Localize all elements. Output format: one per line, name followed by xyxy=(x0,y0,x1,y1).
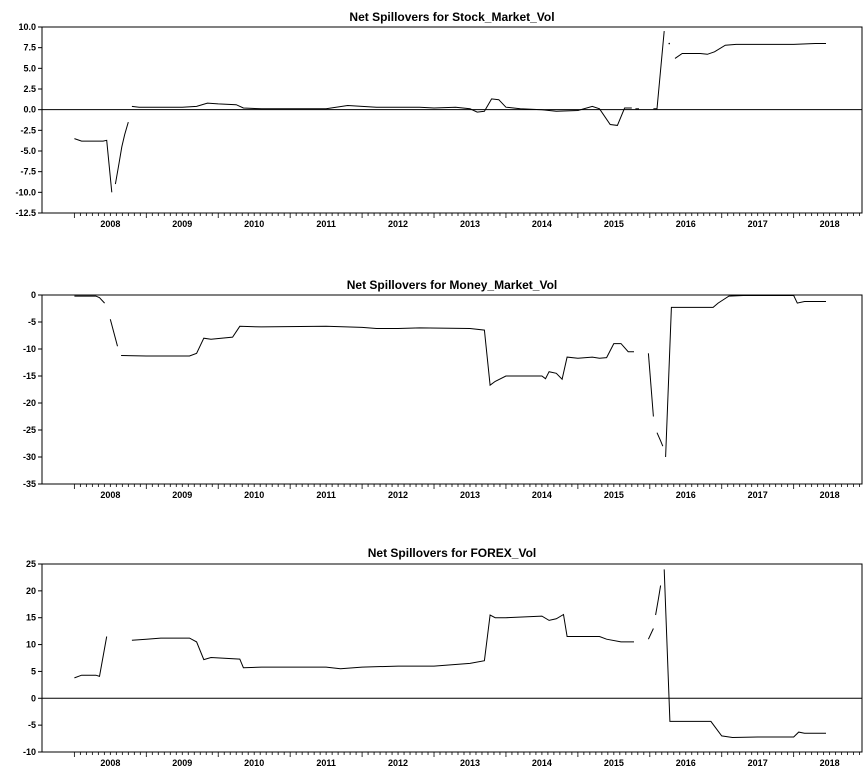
x-tick-label: 2018 xyxy=(820,490,840,500)
plot-frame xyxy=(41,26,863,214)
x-tick-label: 2014 xyxy=(532,758,552,768)
series-line-segment xyxy=(131,98,632,126)
y-tick-label: 5 xyxy=(31,666,36,676)
chart-panel-3: Net Spillovers for FOREX_Vol2520151050-5… xyxy=(23,546,863,768)
x-tick-label: 2013 xyxy=(460,490,480,500)
y-tick-label: -10 xyxy=(23,344,36,354)
y-tick-label: 0 xyxy=(31,693,36,703)
y-tick-label: 0 xyxy=(31,290,36,300)
x-tick-label: 2011 xyxy=(316,758,336,768)
x-tick-label: 2013 xyxy=(460,758,480,768)
y-tick-label: 5.0 xyxy=(23,63,36,73)
y-tick-label: -2.5 xyxy=(20,125,36,135)
series-line-segment xyxy=(647,353,654,417)
x-tick-label: 2015 xyxy=(604,490,624,500)
chart-title: Net Spillovers for Money_Market_Vol xyxy=(347,278,558,292)
series-line-segment xyxy=(74,295,105,304)
y-tick-label: 7.5 xyxy=(23,43,36,53)
x-tick-label: 2018 xyxy=(820,219,840,229)
x-tick-label: 2016 xyxy=(676,219,696,229)
plot-frame xyxy=(41,563,863,753)
y-tick-label: -15 xyxy=(23,371,36,381)
x-tick-label: 2011 xyxy=(316,490,336,500)
series-line-segment xyxy=(131,613,634,670)
x-tick-label: 2010 xyxy=(244,219,264,229)
x-tick-label: 2010 xyxy=(244,490,264,500)
series-line-segment xyxy=(74,138,113,193)
series-line-segment xyxy=(674,43,826,59)
series-line-segment xyxy=(74,636,108,679)
y-tick-label: -12.5 xyxy=(15,208,36,218)
x-tick-label: 2017 xyxy=(748,490,768,500)
series-line-segment xyxy=(663,569,826,739)
x-tick-label: 2009 xyxy=(172,219,192,229)
chart-panel-2: Net Spillovers for Money_Market_Vol 0 -5 -1… xyxy=(23,278,863,500)
y-tick-label: -5.0 xyxy=(20,146,36,156)
series-line-segment xyxy=(109,319,118,347)
x-tick-label: 2012 xyxy=(388,490,408,500)
plot-frame xyxy=(41,294,863,485)
y-tick-label: 15 xyxy=(26,613,36,623)
y-tick-label: -10.0 xyxy=(15,187,36,197)
x-tick-label: 2010 xyxy=(244,758,264,768)
y-tick-label: 0.0 xyxy=(23,105,36,115)
y-tick-label: -5 xyxy=(28,720,36,730)
x-tick-label: 2018 xyxy=(820,758,840,768)
x-tick-label: 2017 xyxy=(748,758,768,768)
x-tick-label: 2012 xyxy=(388,758,408,768)
x-tick-label: 2015 xyxy=(604,758,624,768)
x-tick-label: 2013 xyxy=(460,219,480,229)
x-tick-label: 2016 xyxy=(676,758,696,768)
series-line-segment xyxy=(114,121,129,185)
y-tick-label: -35 xyxy=(23,479,36,489)
series-line-segment xyxy=(656,432,664,447)
y-tick-label: 20 xyxy=(26,586,36,596)
x-tick-label: 2012 xyxy=(388,219,408,229)
series-line-segment xyxy=(665,295,826,458)
chart-title: Net Spillovers for Stock_Market_Vol xyxy=(349,10,554,24)
y-tick-label: 10 xyxy=(26,640,36,650)
x-tick-label: 2016 xyxy=(676,490,696,500)
chart-title: Net Spillovers for FOREX_Vol xyxy=(368,546,536,560)
x-tick-label: 2008 xyxy=(100,219,120,229)
x-tick-label: 2009 xyxy=(172,490,192,500)
x-tick-label: 2014 xyxy=(532,219,552,229)
y-tick-label: -5 xyxy=(28,317,36,327)
y-tick-label: -25 xyxy=(23,425,36,435)
y-tick-label: -7.5 xyxy=(20,167,36,177)
x-tick-label: 2008 xyxy=(100,758,120,768)
x-tick-label: 2015 xyxy=(604,219,624,229)
series-line-segment xyxy=(121,325,634,387)
y-tick-label: -30 xyxy=(23,452,36,462)
series-line-segment xyxy=(653,31,665,110)
y-tick-label: -10 xyxy=(23,747,36,757)
y-tick-label: 10.0 xyxy=(18,22,36,32)
y-tick-label: 2.5 xyxy=(23,84,36,94)
series-point xyxy=(668,42,671,45)
series-line-segment xyxy=(655,585,662,616)
x-tick-label: 2009 xyxy=(172,758,192,768)
series-line-segment xyxy=(647,628,654,640)
x-tick-label: 2014 xyxy=(532,490,552,500)
chart-panel-1: Net Spillovers for Stock_Market_Vol 10.0 7… xyxy=(15,10,863,229)
x-tick-label: 2011 xyxy=(316,219,336,229)
y-tick-label: -20 xyxy=(23,398,36,408)
x-tick-label: 2017 xyxy=(748,219,768,229)
x-tick-label: 2008 xyxy=(100,490,120,500)
y-tick-label: 25 xyxy=(26,559,36,569)
